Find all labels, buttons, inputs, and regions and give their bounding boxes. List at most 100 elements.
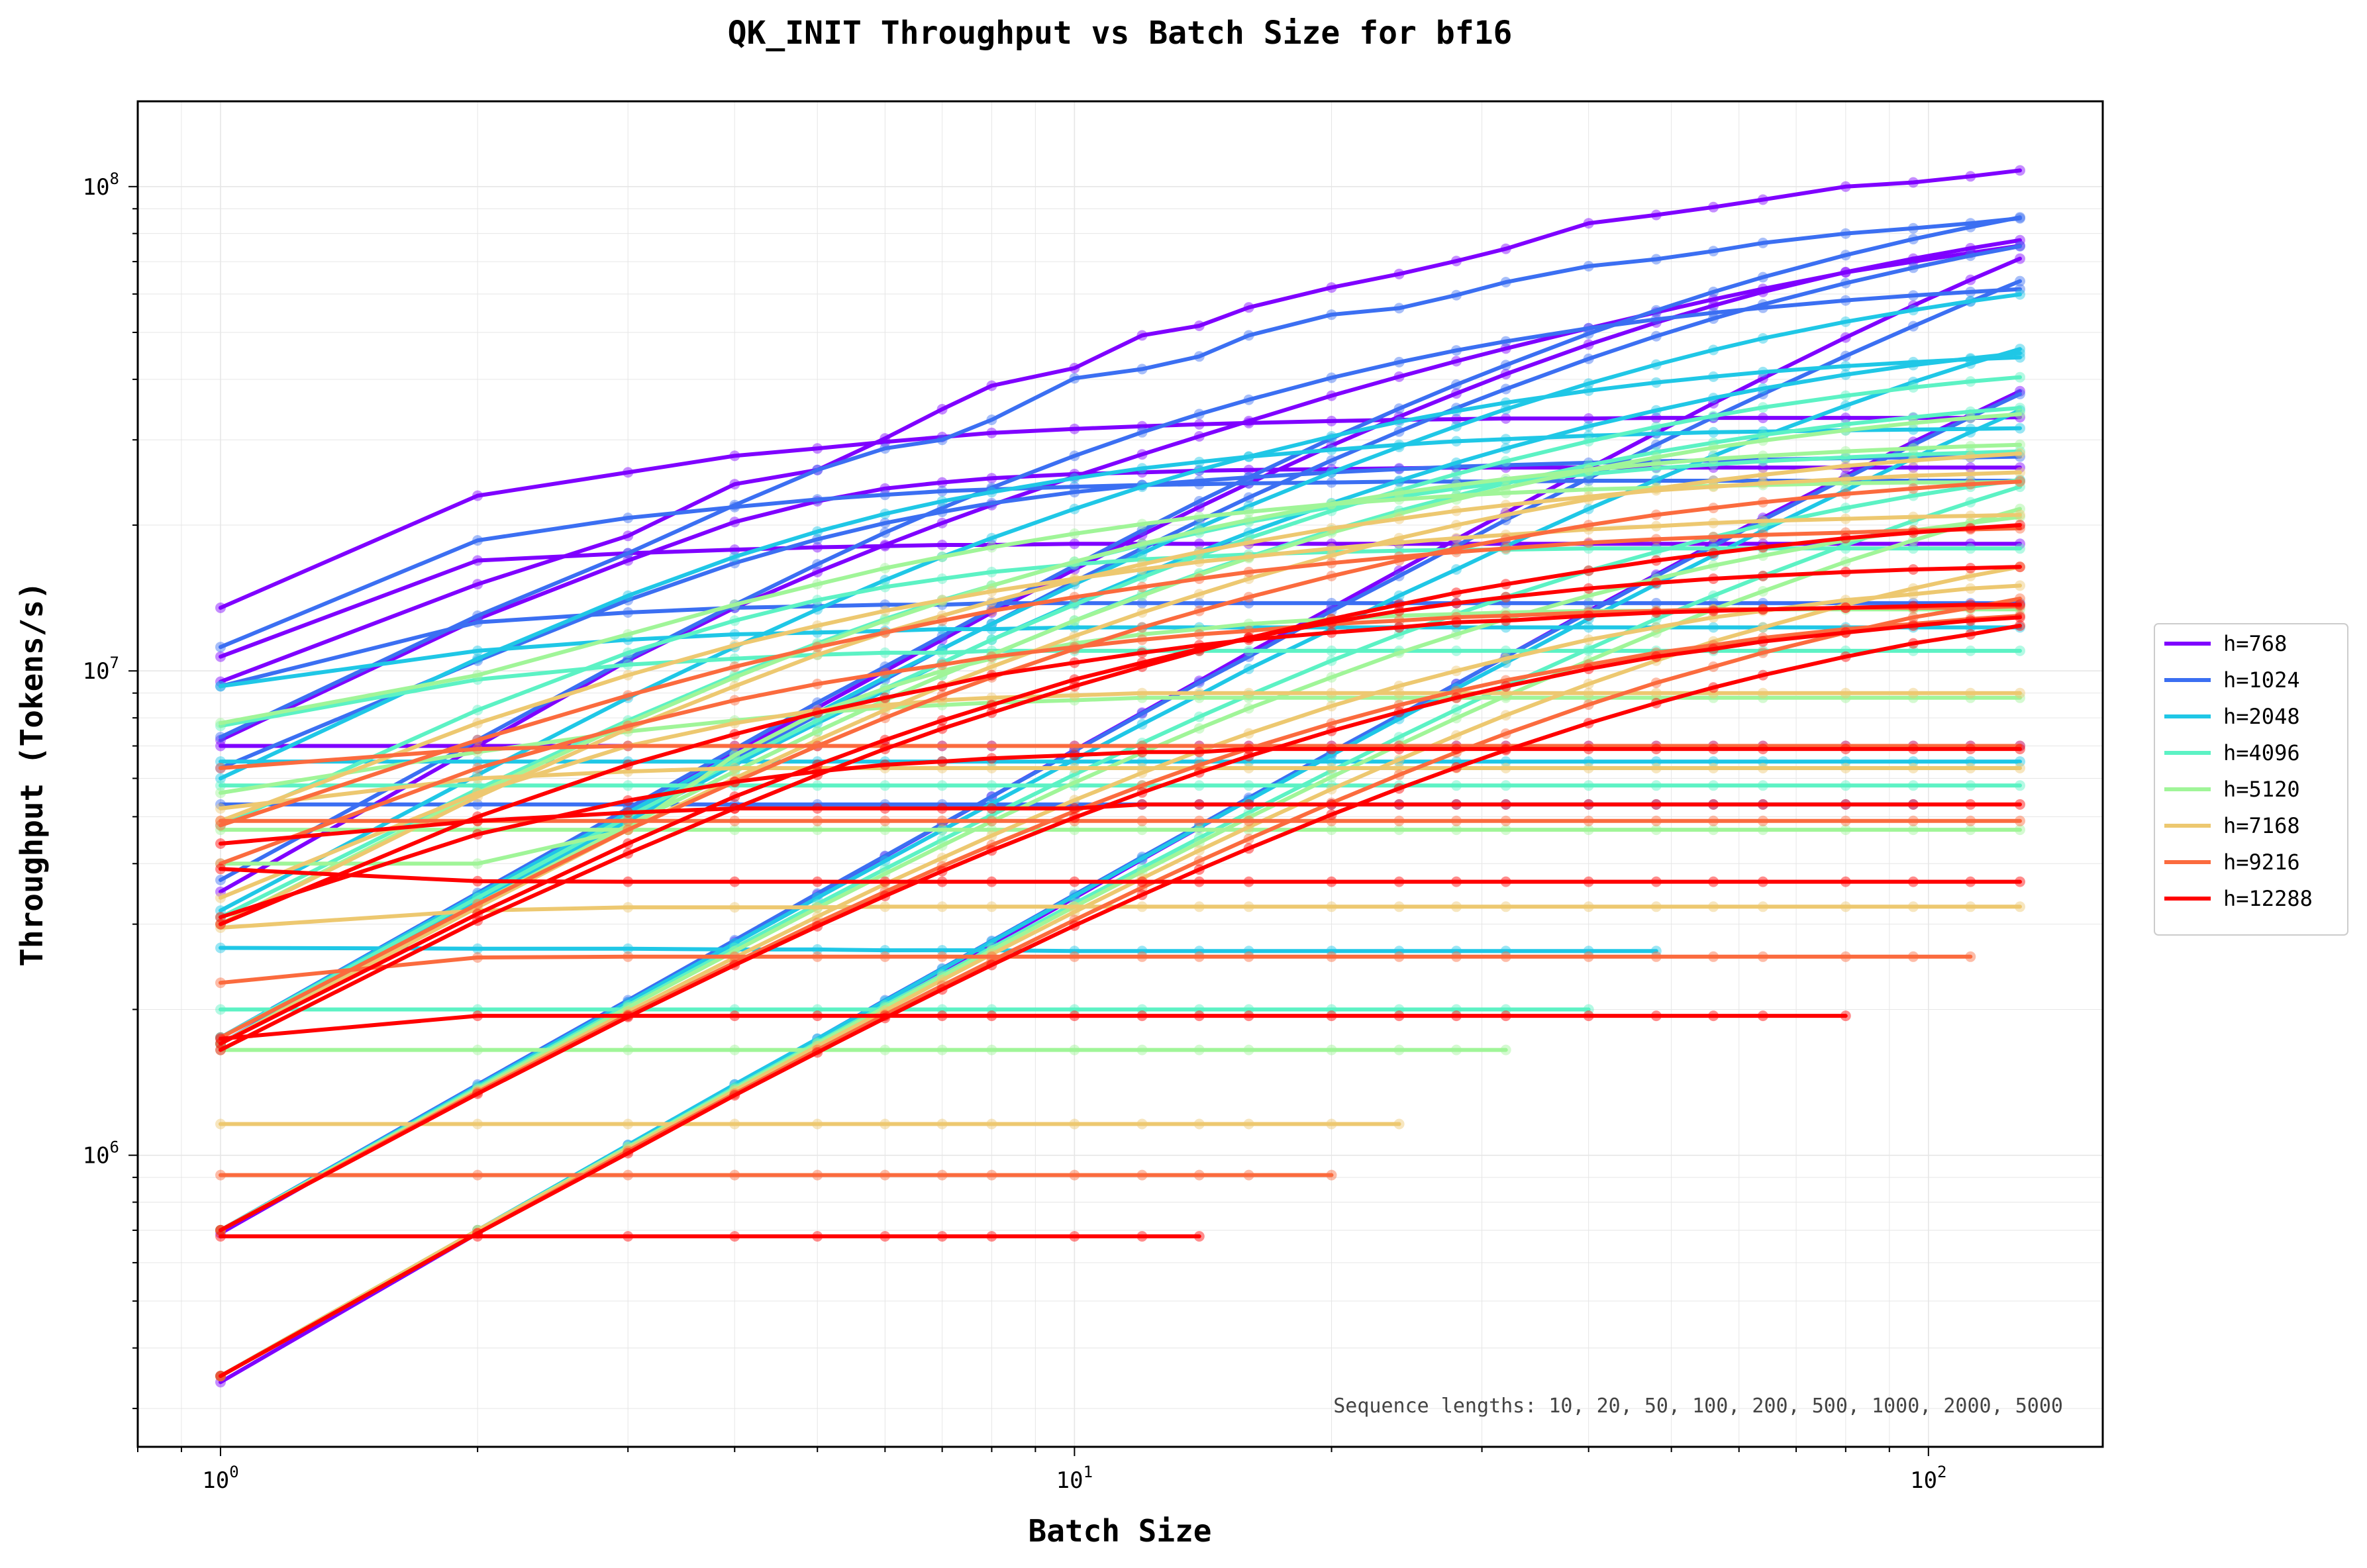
data-point (472, 828, 483, 840)
data-point (880, 433, 891, 444)
data-point (1757, 687, 1768, 699)
data-point (1583, 378, 1594, 389)
data-point (2015, 289, 2025, 300)
data-point (1650, 815, 1662, 826)
data-point (1583, 597, 1594, 609)
data-point (215, 892, 226, 903)
data-point (1136, 590, 1148, 601)
chart-title: QK_INIT Throughput vs Batch Size for bf1… (728, 15, 1513, 52)
data-point (1393, 1004, 1405, 1015)
data-point (936, 1231, 948, 1242)
series-line (219, 526, 2022, 828)
data-point (1136, 1118, 1148, 1130)
data-point (1326, 627, 1337, 638)
data-point (986, 1004, 997, 1015)
data-point (1708, 644, 1719, 655)
data-point (986, 1231, 997, 1242)
data-point (936, 517, 948, 528)
data-point (2015, 612, 2025, 623)
data-point (812, 920, 823, 932)
data-point (1907, 756, 1919, 767)
data-point (1451, 457, 1462, 468)
data-point (1243, 514, 1254, 526)
data-point (1650, 597, 1662, 609)
data-point (1583, 583, 1594, 594)
data-point (1069, 503, 1080, 514)
data-point (472, 669, 483, 681)
data-point (1840, 527, 1851, 538)
series-line (219, 351, 2022, 1046)
data-point (1069, 373, 1080, 384)
data-point (1069, 481, 1080, 493)
data-point (1326, 431, 1337, 442)
data-point (1965, 250, 1976, 262)
series-line (219, 479, 2022, 1040)
data-point (1757, 402, 1768, 413)
data-point (1136, 866, 1148, 877)
data-point (472, 799, 483, 810)
data-point (1193, 624, 1205, 635)
data-point (1500, 404, 1511, 415)
data-point (1500, 653, 1511, 664)
data-point (1708, 426, 1719, 438)
data-point (1243, 833, 1254, 844)
data-point (1650, 627, 1662, 638)
data-point (1136, 525, 1148, 536)
data-point (1451, 756, 1462, 767)
data-point (1907, 527, 1919, 538)
data-point (472, 1004, 483, 1015)
data-point (1243, 901, 1254, 912)
data-point (1965, 242, 1976, 254)
data-point (1650, 439, 1662, 450)
y-tick-label: 107 (83, 654, 119, 685)
data-point (1583, 718, 1594, 729)
data-point (1907, 815, 1919, 826)
data-point (1708, 393, 1719, 404)
data-point (1650, 555, 1662, 566)
data-point (1069, 946, 1080, 957)
data-point (1500, 710, 1511, 721)
data-point (1136, 572, 1148, 583)
data-point (1069, 876, 1080, 887)
data-point (880, 744, 891, 755)
data-point (1069, 599, 1080, 611)
data-point (1393, 901, 1405, 912)
data-point (880, 1012, 891, 1024)
data-point (1069, 803, 1080, 814)
data-point (1757, 824, 1768, 836)
data-point (215, 602, 226, 613)
data-point (1757, 570, 1768, 581)
data-point (729, 803, 740, 814)
data-point (472, 899, 483, 910)
data-point (1451, 1004, 1462, 1015)
data-point (1583, 261, 1594, 271)
data-point (1500, 336, 1511, 347)
series-line (219, 565, 2022, 1379)
data-point (1069, 528, 1080, 539)
data-point (1650, 254, 1662, 265)
data-point (1583, 876, 1594, 887)
data-point (1907, 412, 1919, 423)
data-point (1650, 405, 1662, 416)
data-point (472, 490, 483, 501)
data-point (215, 1224, 226, 1236)
data-point (2015, 687, 2025, 699)
data-point (1500, 456, 1511, 467)
data-point (1965, 517, 1976, 528)
data-point (215, 1044, 226, 1055)
data-point (1500, 482, 1511, 493)
data-point (1451, 405, 1462, 416)
data-point (1757, 763, 1768, 773)
data-point (2015, 275, 2025, 287)
data-point (472, 892, 483, 903)
data-point (1907, 780, 1919, 791)
data-point (1650, 428, 1662, 439)
data-point (623, 760, 634, 770)
data-point (1650, 534, 1662, 545)
data-point (880, 661, 891, 672)
data-point (1193, 351, 1205, 362)
data-point (936, 551, 948, 562)
data-point (936, 951, 948, 962)
data-point (880, 517, 891, 528)
